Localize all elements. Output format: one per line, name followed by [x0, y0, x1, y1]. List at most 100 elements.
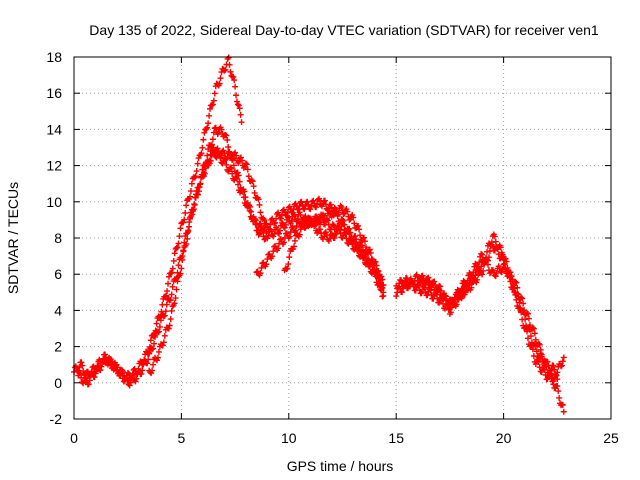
data-point-marker — [233, 152, 240, 159]
y-tick-label: 4 — [54, 302, 62, 318]
data-point-marker — [139, 367, 146, 374]
data-point-marker — [456, 294, 463, 301]
data-point-marker — [168, 269, 175, 276]
data-point-marker — [555, 388, 562, 395]
data-point-marker — [526, 322, 533, 329]
data-point-marker — [211, 90, 218, 97]
data-point-marker — [245, 173, 252, 180]
data-point-marker — [370, 260, 377, 267]
data-point-marker — [243, 161, 250, 168]
data-point-marker — [536, 341, 543, 348]
data-point-marker — [233, 92, 240, 99]
data-point-marker — [380, 292, 387, 299]
data-point-marker — [179, 256, 186, 263]
data-point-marker — [277, 227, 284, 234]
data-point-marker — [226, 61, 233, 68]
data-point-marker — [560, 408, 567, 415]
data-point-marker — [459, 286, 466, 293]
data-point-marker — [518, 294, 525, 301]
data-point-marker — [505, 267, 512, 274]
data-point-marker — [519, 316, 526, 323]
x-tick-label: 10 — [281, 430, 297, 446]
data-point-marker — [171, 300, 178, 307]
data-point-marker — [255, 196, 262, 203]
data-point-marker — [486, 270, 493, 277]
data-point-marker — [106, 354, 113, 361]
data-point-marker — [277, 236, 284, 243]
data-point-marker — [544, 375, 551, 382]
data-point-marker — [191, 201, 198, 208]
data-point-marker — [238, 157, 245, 164]
data-point-marker — [194, 191, 201, 198]
data-point-marker — [218, 126, 225, 133]
data-point-marker — [462, 289, 469, 296]
data-point-marker — [550, 362, 557, 369]
data-point-marker — [92, 370, 99, 377]
data-point-marker — [517, 305, 524, 312]
data-point-marker — [360, 234, 367, 241]
data-point-marker — [529, 346, 536, 353]
data-point-marker — [161, 312, 168, 319]
data-point-marker — [165, 273, 172, 280]
y-tick-label: 14 — [46, 121, 62, 137]
data-point-marker — [557, 363, 564, 370]
data-point-marker — [530, 325, 537, 332]
data-point-marker — [276, 230, 283, 237]
data-point-marker — [491, 233, 498, 240]
data-point-marker — [127, 379, 134, 386]
data-point-marker — [251, 189, 258, 196]
data-point-marker — [305, 201, 312, 208]
data-point-marker — [480, 267, 487, 274]
data-point-marker — [77, 370, 84, 377]
data-point-marker — [506, 271, 513, 278]
data-point-marker — [169, 283, 176, 290]
data-point-marker — [518, 309, 525, 316]
data-point-marker — [525, 335, 532, 342]
data-point-marker — [118, 370, 125, 377]
y-tick-label: 6 — [54, 266, 62, 282]
data-point-marker — [235, 181, 242, 188]
data-point-marker — [501, 260, 508, 267]
data-point-marker — [244, 166, 251, 173]
data-point-marker — [257, 209, 264, 216]
data-point-marker — [529, 324, 536, 331]
data-point-marker — [221, 67, 228, 74]
data-point-marker — [223, 161, 230, 168]
data-point-marker — [194, 160, 201, 167]
data-point-marker — [166, 322, 173, 329]
data-point-marker — [199, 173, 206, 180]
data-point-marker — [338, 204, 345, 211]
y-axis-label: SDTVAR / TECUs — [5, 182, 21, 294]
data-point-marker — [543, 363, 550, 370]
axis-ticks: 0 5 10 15 20 25 -2 0 2 4 6 8 10 12 14 16 18 — [46, 49, 619, 446]
data-point-marker — [475, 263, 482, 270]
data-point-marker — [237, 154, 244, 161]
data-point-marker — [76, 369, 83, 376]
data-point-marker — [553, 372, 560, 379]
data-point-marker — [556, 394, 563, 401]
data-point-marker — [251, 215, 258, 222]
data-point-marker — [192, 173, 199, 180]
data-point-marker — [357, 232, 364, 239]
data-point-marker — [364, 250, 371, 257]
data-point-marker — [535, 359, 542, 366]
data-point-marker — [167, 296, 174, 303]
data-point-marker — [138, 371, 145, 378]
data-point-marker — [559, 358, 566, 365]
data-point-marker — [496, 265, 503, 272]
data-point-marker — [476, 259, 483, 266]
data-point-marker — [79, 362, 86, 369]
data-point-marker — [204, 124, 211, 131]
data-point-marker — [208, 141, 215, 148]
data-point-marker — [286, 233, 293, 240]
data-point-marker — [286, 254, 293, 261]
data-point-marker — [307, 206, 314, 213]
data-point-marker — [361, 238, 368, 245]
data-point-marker — [525, 310, 532, 317]
data-point-marker — [324, 217, 331, 224]
data-point-marker — [205, 146, 212, 153]
data-point-marker — [279, 220, 286, 227]
data-point-marker — [98, 363, 105, 370]
data-point-marker — [186, 219, 193, 226]
y-tick-label: 0 — [54, 375, 62, 391]
